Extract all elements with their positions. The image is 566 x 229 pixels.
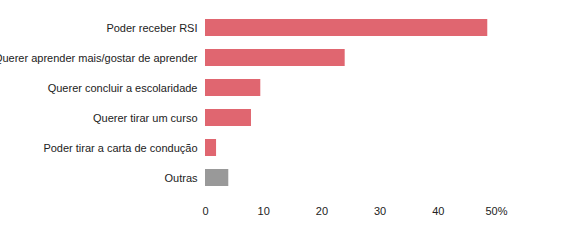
svg-text:10: 10 — [258, 205, 270, 217]
svg-text:Outras: Outras — [164, 172, 198, 184]
svg-text:0: 0 — [202, 205, 208, 217]
svg-text:20: 20 — [316, 205, 328, 217]
svg-text:30: 30 — [374, 205, 386, 217]
svg-text:50%: 50% — [485, 205, 507, 217]
svg-text:Querer tirar um curso: Querer tirar um curso — [93, 112, 198, 124]
svg-text:Poder receber RSI: Poder receber RSI — [106, 22, 197, 34]
svg-text:40: 40 — [432, 205, 444, 217]
svg-text:Querer concluir a escolaridade: Querer concluir a escolaridade — [48, 82, 198, 94]
svg-text:Querer aprender mais/gostar de: Querer aprender mais/gostar de aprender — [0, 52, 198, 64]
svg-text:Poder tirar a carta de conduçã: Poder tirar a carta de condução — [43, 142, 197, 154]
